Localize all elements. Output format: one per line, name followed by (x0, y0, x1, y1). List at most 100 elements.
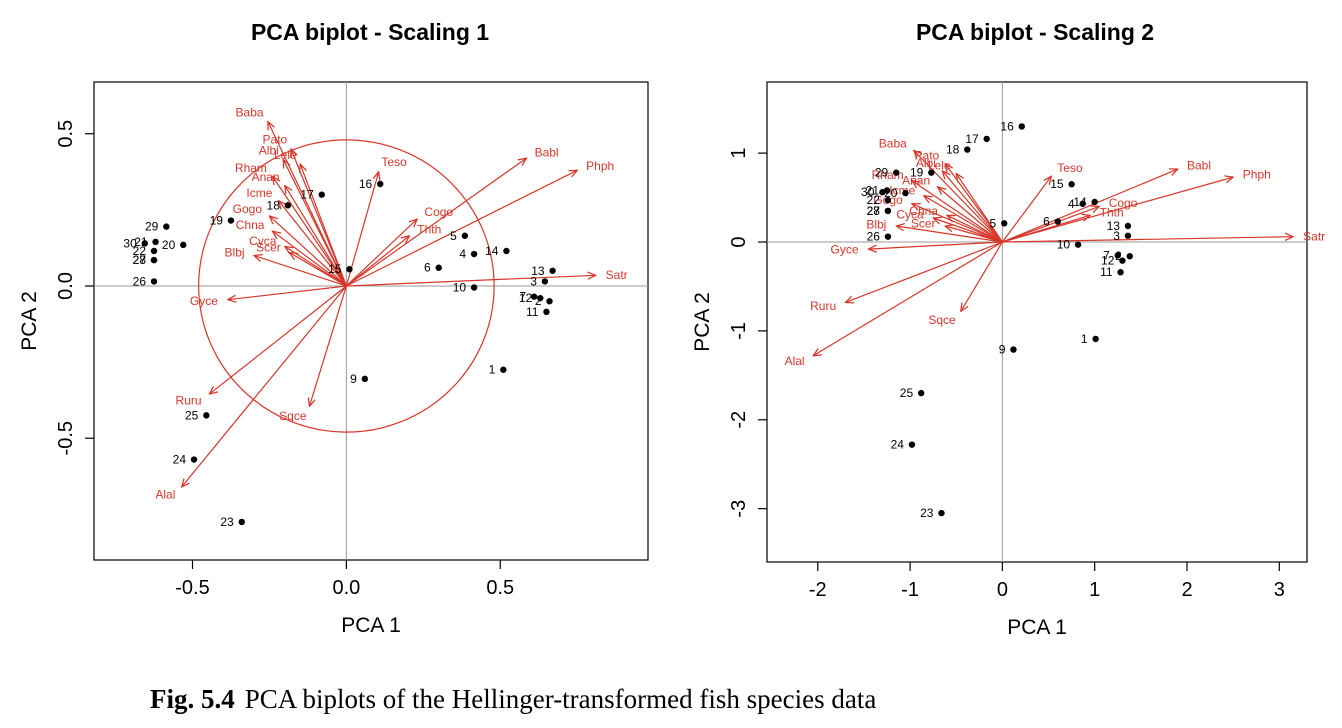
species-label: Cogo (424, 205, 453, 219)
site-point (238, 518, 245, 526)
site-label: 5 (990, 216, 997, 230)
site-label: 29 (875, 166, 889, 180)
site-label: 13 (531, 264, 545, 278)
species-label: Pato (915, 149, 940, 163)
species-arrow (945, 164, 1003, 243)
species-label: Gogo (233, 202, 263, 216)
site-label: 17 (300, 188, 314, 202)
site-label: 3 (1113, 229, 1120, 243)
site-point (543, 308, 550, 316)
plot-frame (93, 81, 649, 561)
y-tick-label: 1 (728, 148, 750, 159)
chart-title: PCA biplot - Scaling 1 (250, 19, 490, 45)
species-label: Ruru (176, 393, 202, 407)
site-point (203, 412, 210, 419)
site-label: 6 (1043, 215, 1050, 229)
x-tick-label: -2 (809, 579, 827, 601)
site-label: 11 (1100, 265, 1113, 279)
y-tick-label: 0.0 (55, 272, 77, 300)
site-label: 14 (485, 244, 499, 258)
species-arrow (845, 241, 1003, 302)
site-point (377, 180, 384, 188)
species-label: Blbj (866, 218, 886, 232)
y-tick-label: 0 (728, 236, 750, 247)
plot-frame (766, 81, 1308, 563)
species-label: Thth (417, 223, 441, 237)
site-label: 26 (133, 274, 147, 288)
x-tick-label: 0.5 (486, 577, 514, 599)
species-arrow (182, 285, 347, 487)
site-label: 15 (1050, 177, 1064, 191)
y-tick-label: -1 (728, 322, 750, 340)
species-arrow (1001, 176, 1051, 243)
site-label: 12 (1101, 254, 1115, 268)
site-point (152, 238, 159, 246)
site-point (1079, 200, 1086, 207)
site-point (879, 189, 886, 196)
biplot-scaling-2: PCA biplot - Scaling 2 -2 -1 0 1 2 3 -3 -2 -1 0 1 P… (671, 0, 1342, 650)
species-arrow (273, 176, 347, 287)
site-point (1074, 241, 1082, 248)
site-point (361, 375, 369, 383)
site-point (1119, 257, 1126, 264)
species-label: Chna (909, 204, 938, 218)
site-label: 25 (900, 386, 914, 400)
site-label: 30 (123, 236, 137, 250)
species-label: Baba (879, 136, 907, 150)
species-label: Scer (256, 240, 281, 254)
species-arrow (345, 172, 378, 287)
species-label: Satr (606, 268, 628, 282)
site-label: 9 (350, 372, 357, 386)
site-point (902, 189, 909, 197)
site-point (150, 278, 158, 285)
site-point (500, 366, 507, 373)
site-label: 22 (867, 193, 881, 207)
species-arrow (896, 226, 1003, 243)
site-point (150, 247, 158, 255)
site-point (1001, 220, 1008, 227)
x-tick-label: -1 (901, 579, 919, 601)
y-tick-label: -3 (728, 500, 750, 518)
species-arrow (1002, 169, 1177, 243)
site-point (1054, 218, 1061, 225)
site-label: 2 (535, 294, 542, 308)
site-point (180, 241, 187, 249)
site-point (884, 197, 892, 204)
site-label: 24 (173, 453, 187, 467)
species-label: Phph (586, 159, 614, 173)
site-label: 15 (328, 262, 342, 276)
site-label: 18 (267, 198, 281, 212)
site-label: 10 (1057, 238, 1071, 252)
site-label: 7 (519, 290, 526, 304)
site-label: 16 (1000, 119, 1014, 133)
site-point (917, 389, 925, 397)
x-tick-label: 1 (1089, 579, 1100, 601)
site-point (1124, 222, 1132, 230)
biplot-scaling-1-plot: -0.5 0.0 0.5 -0.5 0.0 0.5 PCA 1 PCA 2 Satr Phph Ba… (18, 81, 649, 637)
site-point (530, 293, 538, 300)
x-tick-label: 2 (1181, 579, 1192, 601)
y-axis-label: PCA 2 (691, 292, 714, 352)
species-arrow (309, 285, 347, 406)
biplot-scaling-1: PCA biplot - Scaling 1 -0.5 0.0 0.5 -0.5 0.0… (0, 0, 671, 650)
site-point (1126, 253, 1133, 260)
x-axis-label: PCA 1 (1007, 616, 1067, 639)
species-label: Ruru (810, 299, 836, 313)
site-label: 4 (1068, 197, 1075, 211)
figure-number: Fig. 5.4 (150, 684, 235, 714)
species-label: Alal (155, 488, 175, 502)
site-label: 19 (210, 214, 224, 228)
site-label: 14 (1073, 195, 1087, 209)
species-arrow (956, 174, 1003, 243)
x-tick-label: 3 (1274, 579, 1285, 601)
species-arrow (285, 186, 347, 287)
site-label: 23 (920, 506, 934, 520)
y-tick-label: 0.5 (55, 120, 77, 148)
species-arrow (1002, 177, 1233, 243)
caption-text: PCA biplots of the Hellinger-transformed… (244, 684, 877, 714)
site-label: 24 (891, 438, 905, 452)
site-label: 7 (1103, 248, 1110, 262)
site-point (1124, 232, 1132, 239)
species-label: Sqce (928, 313, 956, 327)
site-point (1117, 269, 1124, 276)
